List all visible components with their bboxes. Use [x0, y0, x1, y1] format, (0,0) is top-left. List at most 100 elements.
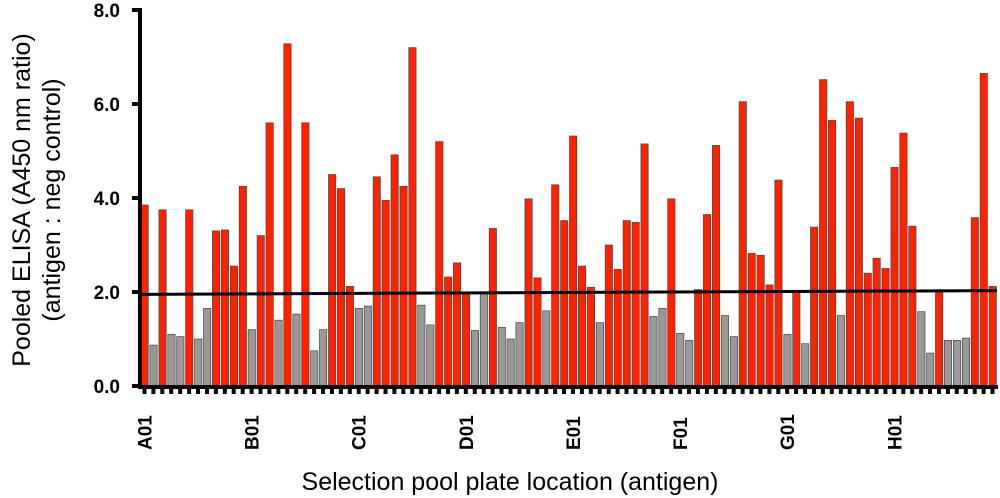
y-tick-label: 2.0	[94, 283, 120, 304]
x-category-label: B01	[243, 415, 264, 450]
bar-non-hit	[319, 329, 328, 387]
bar-non-hit	[917, 311, 926, 387]
bar-non-hit	[203, 308, 212, 387]
bar-non-hit	[542, 310, 551, 387]
x-tick-mark	[544, 389, 549, 394]
bar-non-hit	[176, 336, 185, 387]
x-tick-mark	[847, 389, 852, 394]
bar-hit	[872, 257, 881, 387]
bar-non-hit	[274, 319, 283, 387]
y-axis-title-line2: (antigen : neg control)	[38, 78, 66, 321]
x-tick-mark	[517, 389, 522, 394]
x-tick-mark	[820, 389, 825, 394]
bar-hit	[337, 188, 346, 387]
bar-non-hit	[479, 292, 488, 387]
bar-hit	[970, 217, 979, 387]
bar-hit	[694, 289, 703, 387]
y-tick-label: 4.0	[94, 189, 120, 210]
x-tick-mark	[276, 389, 281, 394]
x-tick-mark	[731, 389, 736, 394]
bar-hit	[631, 222, 640, 387]
x-tick-mark	[892, 389, 897, 394]
bar-hit	[560, 220, 569, 387]
x-category-label: C01	[350, 415, 371, 450]
x-tick-mark	[428, 389, 433, 394]
x-tick-mark	[472, 389, 477, 394]
x-category-label: H01	[885, 415, 906, 450]
x-tick-mark	[374, 389, 379, 394]
x-tick-mark	[454, 389, 459, 394]
x-tick-mark	[222, 389, 227, 394]
bar-hit	[899, 132, 908, 387]
bar-hit	[640, 143, 649, 387]
bar-hit	[372, 176, 381, 387]
x-category-label: A01	[136, 415, 157, 450]
x-tick-mark	[972, 389, 977, 394]
bar-hit	[453, 262, 462, 387]
x-tick-mark	[874, 389, 879, 394]
x-tick-mark	[945, 389, 950, 394]
x-tick-mark	[187, 389, 192, 394]
bar-non-hit	[685, 340, 694, 387]
bar-hit	[747, 253, 756, 387]
bar-non-hit	[167, 333, 176, 387]
x-tick-mark	[169, 389, 174, 394]
bar-hit	[220, 229, 229, 387]
x-tick-mark	[240, 389, 245, 394]
x-tick-mark	[383, 389, 388, 394]
bar-hit	[604, 244, 613, 387]
bar-hit	[881, 268, 890, 387]
x-category-label: D01	[457, 415, 478, 450]
bar-hit	[399, 185, 408, 387]
bar-non-hit	[354, 308, 363, 387]
bar-non-hit	[515, 322, 524, 387]
x-tick-mark	[642, 389, 647, 394]
x-ticks	[142, 389, 995, 394]
bar-hit	[935, 289, 944, 387]
bar-hit	[265, 122, 274, 387]
x-tick-mark	[231, 389, 236, 394]
bar-hit	[408, 47, 417, 387]
x-tick-mark	[651, 389, 656, 394]
bar-hit	[828, 120, 837, 387]
x-tick-mark	[687, 389, 691, 394]
bar-non-hit	[595, 322, 604, 387]
x-tick-mark	[678, 389, 683, 394]
bar-hit	[488, 228, 497, 387]
x-tick-mark	[142, 389, 147, 394]
x-tick-mark	[285, 389, 290, 394]
x-tick-mark	[151, 389, 156, 394]
x-tick-mark	[329, 389, 334, 394]
y-tick-label: 6.0	[94, 95, 120, 116]
threshold-line	[139, 289, 998, 296]
bar-hit	[854, 117, 863, 387]
x-tick-mark	[579, 389, 584, 394]
bar-hit	[819, 79, 828, 387]
x-tick-mark	[499, 389, 504, 394]
bar-hit	[569, 135, 578, 387]
x-tick-mark	[695, 389, 700, 394]
bar-non-hit	[944, 340, 953, 387]
x-tick-mark	[410, 389, 415, 394]
x-tick-mark	[928, 389, 932, 394]
bar-hit	[229, 265, 238, 387]
x-tick-mark	[883, 389, 888, 394]
x-tick-mark	[419, 389, 424, 394]
x-tick-mark	[981, 389, 986, 394]
bar-hit	[738, 101, 747, 387]
x-tick-mark	[526, 389, 531, 394]
x-tick-mark	[205, 389, 209, 394]
x-tick-mark	[919, 389, 924, 394]
bars-group	[140, 43, 997, 387]
bar-hit	[328, 174, 337, 387]
bar-hit	[845, 101, 854, 387]
x-tick-mark	[615, 389, 620, 394]
bar-non-hit	[470, 330, 479, 387]
bar-non-hit	[720, 315, 729, 387]
x-tick-mark	[312, 389, 317, 394]
bar-hit	[301, 122, 310, 387]
bar-hit	[756, 254, 765, 387]
bar-hit	[435, 141, 444, 387]
bar-non-hit	[497, 326, 506, 387]
